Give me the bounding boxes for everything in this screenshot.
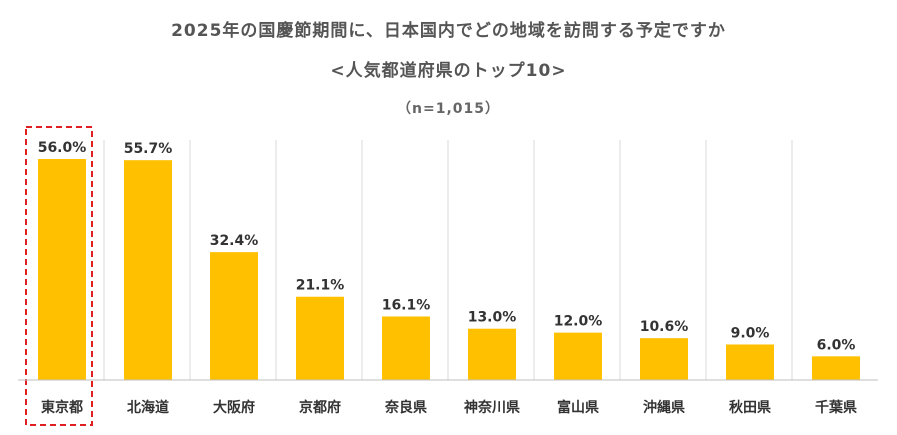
chart-subtitle: <人気都道府県のトップ10> (330, 61, 567, 81)
chart-sample-size: （n=1,015） (397, 101, 500, 117)
bar-富山県 (554, 332, 602, 380)
value-label: 12.0% (554, 314, 603, 330)
bar-奈良県 (382, 316, 430, 380)
value-label: 9.0% (731, 325, 770, 341)
value-label: 16.1% (382, 297, 431, 313)
highlight-box (25, 126, 93, 426)
bar-京都府 (296, 296, 344, 380)
value-label: 13.0% (468, 310, 517, 326)
value-label: 6.0% (817, 337, 856, 353)
category-label: 北海道 (127, 399, 169, 416)
category-label: 沖縄県 (643, 399, 685, 416)
value-label: 55.7% (124, 141, 173, 157)
category-label: 大阪府 (213, 399, 255, 416)
category-label: 京都府 (299, 399, 341, 416)
value-label: 21.1% (296, 278, 345, 294)
category-label: 奈良県 (384, 399, 427, 416)
category-label: 秋田県 (729, 399, 771, 416)
bar-沖縄県 (640, 338, 688, 380)
bar-北海道 (124, 160, 172, 380)
value-label: 56.0% (38, 140, 87, 156)
bar-秋田県 (726, 344, 774, 380)
bar-千葉県 (812, 356, 860, 380)
category-label: 神奈川県 (464, 399, 520, 416)
bar-東京都 (38, 159, 86, 380)
bar-大阪府 (210, 252, 258, 380)
chart-title: 2025年の国慶節期間に、日本国内でどの地域を訪問する予定ですか (171, 21, 726, 41)
value-label: 10.6% (640, 319, 689, 335)
bar-神奈川県 (468, 328, 516, 380)
category-label: 東京都 (41, 399, 83, 416)
value-label: 32.4% (210, 233, 259, 249)
category-label: 富山県 (557, 399, 599, 416)
category-label: 千葉県 (815, 399, 857, 416)
